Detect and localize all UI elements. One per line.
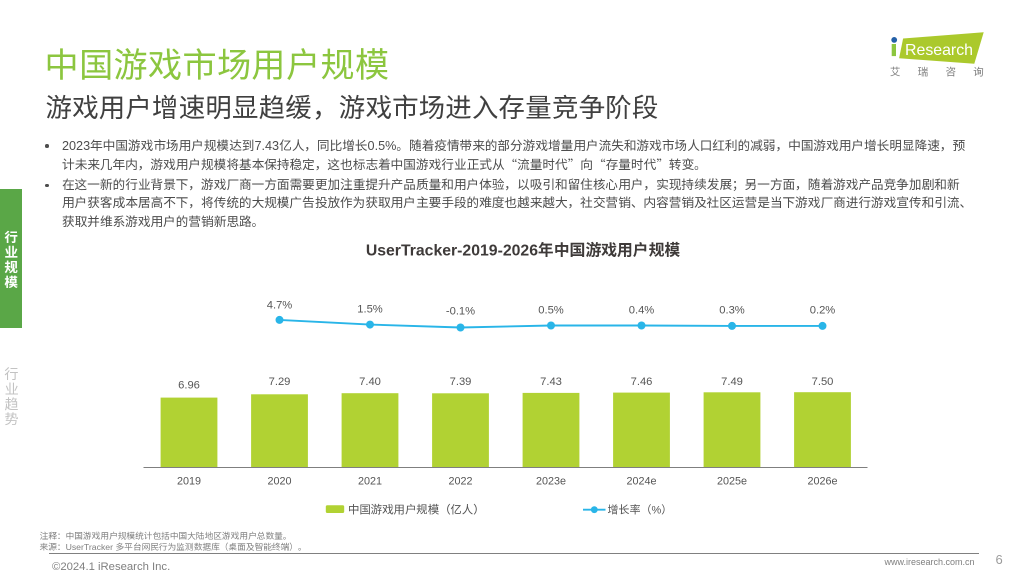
svg-text:0.5%: 0.5% (538, 304, 564, 316)
svg-text:中国游戏用户规模（亿人）: 中国游戏用户规模（亿人） (348, 504, 485, 517)
svg-text:2026e: 2026e (807, 476, 837, 488)
svg-text:2023e: 2023e (536, 476, 566, 488)
svg-text:2024e: 2024e (626, 476, 656, 488)
svg-text:7.49: 7.49 (721, 376, 743, 388)
svg-text:2022: 2022 (448, 476, 472, 488)
svg-text:2021: 2021 (358, 476, 382, 488)
svg-text:4.7%: 4.7% (267, 300, 293, 312)
svg-text:1.5%: 1.5% (357, 304, 383, 316)
svg-text:增长率（%）: 增长率（%） (608, 504, 673, 517)
svg-text:7.40: 7.40 (359, 376, 381, 388)
svg-text:0.2%: 0.2% (810, 305, 836, 317)
svg-text:7.29: 7.29 (269, 376, 291, 388)
svg-text:7.46: 7.46 (631, 376, 653, 388)
svg-text:7.50: 7.50 (812, 376, 834, 388)
svg-text:UserTracker-2019-2026年中国游戏用户规模: UserTracker-2019-2026年中国游戏用户规模 (366, 242, 681, 260)
svg-text:6.96: 6.96 (178, 379, 200, 391)
svg-text:7.39: 7.39 (450, 376, 472, 388)
svg-text:-0.1%: -0.1% (446, 306, 475, 318)
svg-text:0.4%: 0.4% (629, 304, 655, 316)
svg-text:0.3%: 0.3% (719, 305, 745, 317)
svg-text:Research: Research (905, 42, 973, 59)
svg-text:2020: 2020 (267, 476, 291, 488)
svg-text:艾瑞咨询: 艾瑞咨询 (890, 65, 1001, 78)
svg-text:2019: 2019 (177, 476, 201, 488)
svg-text:2025e: 2025e (717, 476, 747, 488)
svg-text:7.43: 7.43 (540, 376, 562, 388)
